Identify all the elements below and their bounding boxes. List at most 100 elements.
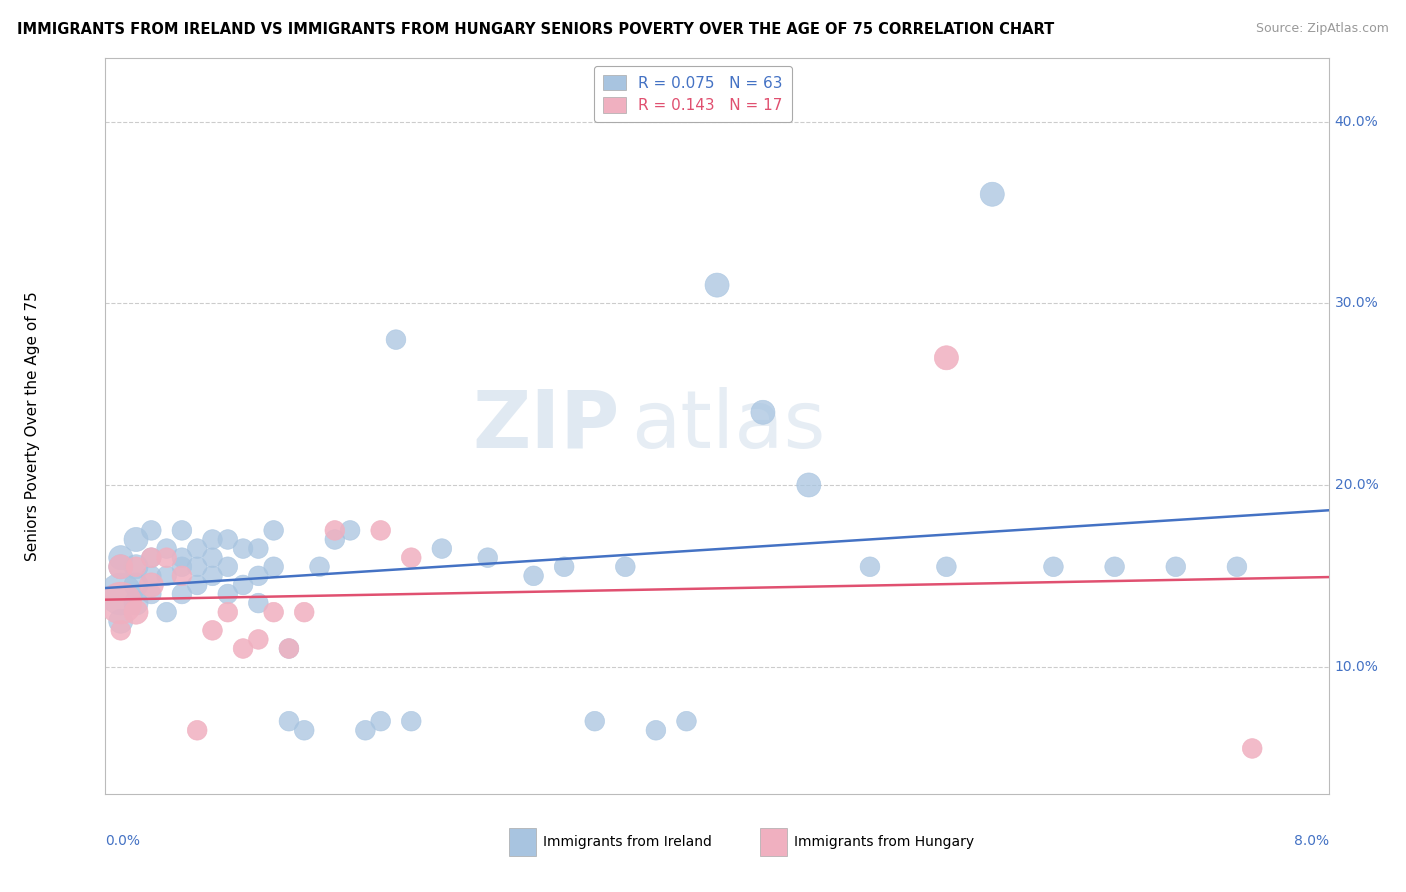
Point [370, 524, 392, 538]
Point [308, 559, 330, 574]
Legend: R = 0.075   N = 63, R = 0.143   N = 17: R = 0.075 N = 63, R = 0.143 N = 17 [593, 66, 792, 122]
Point [155, 569, 177, 583]
Point [935, 559, 957, 574]
Text: 8.0%: 8.0% [1294, 834, 1329, 848]
Point [201, 533, 224, 547]
Point [583, 714, 606, 729]
Text: Source: ZipAtlas.com: Source: ZipAtlas.com [1256, 22, 1389, 36]
Point [263, 524, 285, 538]
Point [278, 641, 301, 656]
Point [430, 541, 453, 556]
Point [292, 605, 315, 619]
Point [170, 524, 193, 538]
Point [125, 533, 148, 547]
Point [232, 641, 254, 656]
FancyBboxPatch shape [759, 829, 787, 856]
Point [247, 541, 270, 556]
FancyBboxPatch shape [509, 829, 536, 856]
Point [125, 605, 148, 619]
Text: 10.0%: 10.0% [1334, 660, 1379, 673]
Point [110, 550, 132, 565]
Point [232, 578, 254, 592]
Text: 20.0%: 20.0% [1334, 478, 1378, 492]
Text: 30.0%: 30.0% [1334, 296, 1378, 310]
Point [155, 541, 177, 556]
Point [1104, 559, 1126, 574]
Point [110, 559, 132, 574]
Point [201, 550, 224, 565]
Point [323, 524, 346, 538]
Point [752, 405, 775, 419]
Point [232, 541, 254, 556]
Point [247, 632, 270, 647]
Point [141, 550, 163, 565]
Point [935, 351, 957, 365]
Text: Seniors Poverty Over the Age of 75: Seniors Poverty Over the Age of 75 [24, 291, 39, 561]
Point [217, 559, 239, 574]
Point [170, 569, 193, 583]
Point [614, 559, 637, 574]
Point [553, 559, 575, 574]
Point [110, 559, 132, 574]
Text: 40.0%: 40.0% [1334, 114, 1378, 128]
Point [1226, 559, 1249, 574]
Text: Immigrants from Ireland: Immigrants from Ireland [543, 835, 713, 848]
Point [278, 641, 301, 656]
Point [1164, 559, 1187, 574]
Point [981, 187, 1004, 202]
Point [186, 723, 208, 738]
Point [125, 559, 148, 574]
Point [125, 578, 148, 592]
Point [859, 559, 882, 574]
Point [155, 605, 177, 619]
Point [385, 333, 408, 347]
Point [706, 278, 728, 293]
Point [125, 559, 148, 574]
Point [201, 624, 224, 638]
Text: 0.0%: 0.0% [105, 834, 141, 848]
Point [339, 524, 361, 538]
Point [170, 550, 193, 565]
Point [675, 714, 697, 729]
Point [247, 596, 270, 610]
Point [155, 550, 177, 565]
Point [263, 605, 285, 619]
Point [1042, 559, 1064, 574]
Point [797, 478, 820, 492]
Point [217, 605, 239, 619]
Text: Immigrants from Hungary: Immigrants from Hungary [794, 835, 974, 848]
Point [110, 596, 132, 610]
Point [523, 569, 546, 583]
Point [186, 541, 208, 556]
Point [186, 559, 208, 574]
Point [141, 587, 163, 601]
Point [292, 723, 315, 738]
Point [201, 569, 224, 583]
Point [141, 578, 163, 592]
Text: IMMIGRANTS FROM IRELAND VS IMMIGRANTS FROM HUNGARY SENIORS POVERTY OVER THE AGE : IMMIGRANTS FROM IRELAND VS IMMIGRANTS FR… [17, 22, 1054, 37]
Point [110, 624, 132, 638]
Point [110, 614, 132, 628]
Point [399, 550, 422, 565]
Point [399, 714, 422, 729]
Point [278, 714, 301, 729]
Point [217, 533, 239, 547]
Point [247, 569, 270, 583]
Point [263, 559, 285, 574]
Point [217, 587, 239, 601]
Point [125, 596, 148, 610]
Point [644, 723, 666, 738]
Point [354, 723, 377, 738]
Point [323, 533, 346, 547]
Point [141, 524, 163, 538]
Point [170, 559, 193, 574]
Point [141, 569, 163, 583]
Point [1241, 741, 1264, 756]
Point [141, 550, 163, 565]
Text: ZIP: ZIP [472, 387, 619, 465]
Point [186, 578, 208, 592]
Point [170, 587, 193, 601]
Point [370, 714, 392, 729]
Text: atlas: atlas [631, 387, 825, 465]
Point [110, 587, 132, 601]
